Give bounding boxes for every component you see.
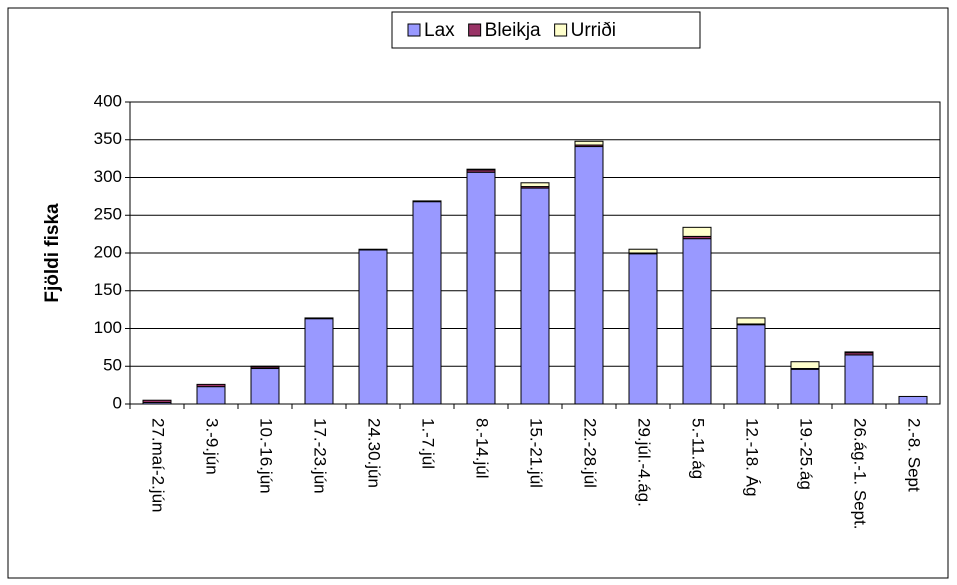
bar-segment <box>682 226 712 237</box>
bar-segment <box>844 351 874 354</box>
bar-segment <box>790 361 820 370</box>
legend-box <box>391 11 701 49</box>
x-tick-label: 2.-8. Sept <box>905 418 924 492</box>
bar-segment <box>790 368 820 405</box>
bar-segment <box>412 200 442 203</box>
bar-segment <box>628 253 658 405</box>
y-axis-label: Fjöldi fiska <box>42 203 63 303</box>
legend-swatch <box>407 23 421 37</box>
bar-segment <box>628 248 658 254</box>
bar-segment <box>412 201 442 405</box>
bar-segment <box>196 383 226 388</box>
bar-segment <box>898 395 928 405</box>
bar-segment <box>844 354 874 405</box>
bar-segment <box>466 171 496 405</box>
bar-segment <box>304 318 334 405</box>
bar-segment <box>574 140 604 146</box>
y-tick-label: 400 <box>94 91 122 110</box>
legend-label: Bleikja <box>485 20 541 41</box>
legend-label: Urriði <box>571 20 616 41</box>
x-tick-label: 27.maí-2.jún <box>149 418 168 513</box>
y-tick-label: 200 <box>94 242 122 261</box>
legend-swatch <box>554 23 568 37</box>
bar-segment <box>142 399 172 403</box>
x-tick-label: 8.-14.júl <box>473 418 492 478</box>
x-tick-label: 29.júl.-4.ág. <box>635 418 654 507</box>
bar-segment <box>358 249 388 405</box>
bar-segment <box>520 182 550 188</box>
x-tick-label: 3.-9.jún <box>203 418 222 475</box>
x-tick-label: 1.-7.júl <box>419 418 438 469</box>
bar-segment <box>520 187 550 405</box>
x-tick-label: 26.ág.-1. Sept. <box>851 418 870 530</box>
y-tick-label: 150 <box>94 280 122 299</box>
bar-segment <box>196 386 226 405</box>
bar-segment <box>466 168 496 171</box>
y-tick-label: 300 <box>94 167 122 186</box>
x-tick-label: 12.-18. Ág <box>743 418 762 496</box>
x-tick-label: 5.-11.ág <box>689 418 708 479</box>
bar-segment <box>736 317 766 325</box>
legend-swatch <box>468 23 482 37</box>
bar-segment <box>358 248 388 251</box>
x-tick-label: 24.30.jún <box>365 418 384 488</box>
bar-segment <box>682 238 712 405</box>
y-tick-label: 50 <box>103 356 122 375</box>
y-tick-label: 0 <box>113 393 122 412</box>
x-tick-label: 22.-28.júl <box>581 418 600 488</box>
bar-segment <box>304 317 334 320</box>
bar-segment <box>574 146 604 405</box>
x-tick-label: 10.-16.jún <box>257 418 276 494</box>
y-tick-label: 250 <box>94 205 122 224</box>
x-tick-label: 17.-23.jún <box>311 418 330 494</box>
x-tick-label: 19.-25.ág <box>797 418 816 490</box>
bar-segment <box>250 365 280 368</box>
y-tick-label: 350 <box>94 129 122 148</box>
legend-label: Lax <box>424 20 455 41</box>
legend: Lax Bleikja Urriði <box>407 20 616 41</box>
y-tick-label: 100 <box>94 318 122 337</box>
bar-segment <box>736 324 766 405</box>
x-tick-label: 15.-21.júl <box>527 418 546 488</box>
bar-segment <box>250 368 280 405</box>
